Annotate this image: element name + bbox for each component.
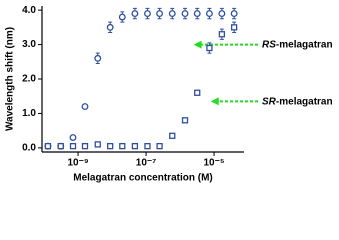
y-tick-label: 0.0	[22, 143, 36, 154]
marker	[131, 142, 139, 150]
marker	[156, 10, 164, 18]
y-axis-label: Wavelength shift (nm)	[5, 27, 16, 131]
arrow-head	[210, 97, 219, 106]
marker	[106, 23, 114, 31]
marker	[230, 10, 238, 18]
annotation-italic: SR	[262, 96, 277, 107]
marker	[94, 141, 101, 148]
marker	[169, 132, 176, 139]
marker	[205, 10, 213, 18]
marker	[168, 10, 176, 18]
x-tick-label: 10⁻⁵	[203, 158, 224, 169]
marker	[194, 89, 201, 96]
annotation-text: -melagatran	[276, 96, 333, 107]
marker	[193, 10, 201, 18]
marker	[81, 103, 89, 110]
marker	[181, 10, 189, 18]
marker	[107, 142, 114, 150]
x-tick-label: 10⁻⁹	[67, 158, 88, 169]
marker	[119, 142, 126, 150]
y-tick-label: 1.0	[22, 108, 36, 119]
y-tick-label: 2.0	[22, 74, 36, 85]
marker	[57, 142, 64, 150]
annotation: SR-melagatran	[262, 96, 333, 107]
marker	[218, 31, 226, 38]
marker	[181, 117, 189, 124]
page: Wavelength shift (nm) Melagatran concent…	[4, 4, 333, 184]
x-axis-label: Melagatran concentration (M)	[73, 173, 212, 184]
marker	[118, 13, 126, 21]
chart: Wavelength shift (nm) Melagatran concent…	[5, 5, 333, 184]
annotation: RS-melagatran	[262, 39, 333, 50]
marker	[230, 24, 238, 31]
marker	[69, 134, 77, 141]
marker	[44, 142, 52, 150]
marker	[218, 10, 226, 18]
marker	[69, 142, 77, 150]
marker	[206, 44, 213, 52]
marker	[156, 142, 163, 150]
marker	[144, 10, 151, 18]
annotation-italic: RS	[262, 39, 276, 50]
x-tick-label: 10⁻⁷	[136, 158, 157, 169]
marker	[94, 54, 102, 62]
marker	[81, 142, 89, 150]
marker	[144, 142, 151, 150]
y-tick-label: 4.0	[22, 5, 36, 16]
arrow-head	[193, 40, 202, 49]
annotation-text: -melagatran	[276, 39, 333, 50]
y-tick-label: 3.0	[22, 39, 36, 50]
marker	[131, 10, 139, 18]
